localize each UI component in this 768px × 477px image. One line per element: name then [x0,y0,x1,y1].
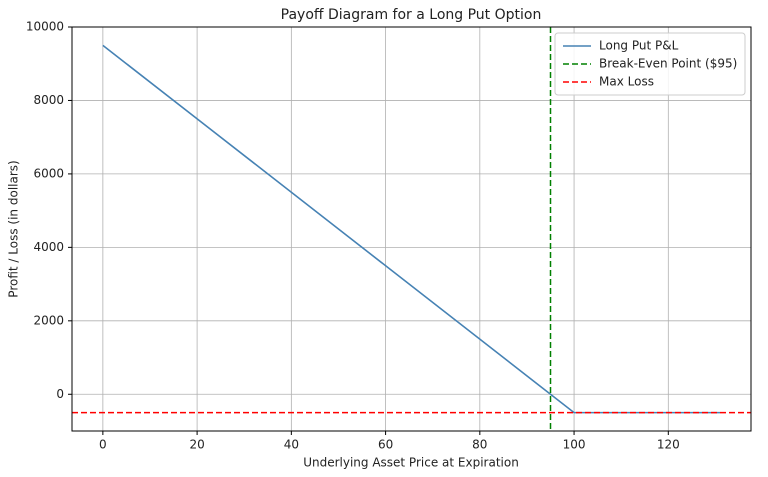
legend-label: Long Put P&L [599,39,679,53]
legend: Long Put P&L Break-Even Point ($95) Max Lo… [554,32,746,96]
y-tick-label: 2000 [33,313,64,327]
y-tick-label: 6000 [33,166,64,180]
y-tick-label: 0 [56,387,64,401]
x-tick-label: 100 [563,438,586,452]
x-tick-label: 120 [657,438,680,452]
y-tick-label: 4000 [33,240,64,254]
x-tick-label: 80 [472,438,487,452]
legend-label: Max Loss [599,75,654,89]
x-tick-label: 60 [378,438,393,452]
plot-frame [71,26,752,432]
x-tick-label: 20 [189,438,204,452]
legend-box [554,32,746,96]
y-tick-label: 10000 [26,20,64,34]
y-axis-label: Profit / Loss (in dollars) [7,160,21,297]
chart-title: Payoff Diagram for a Long Put Option [281,7,542,23]
x-axis-label: Underlying Asset Price at Expiration [303,456,519,470]
x-tick-label: 0 [99,438,107,452]
legend-label: Break-Even Point ($95) [599,57,737,71]
y-tick-label: 8000 [33,93,64,107]
x-tick-label: 40 [284,438,299,452]
